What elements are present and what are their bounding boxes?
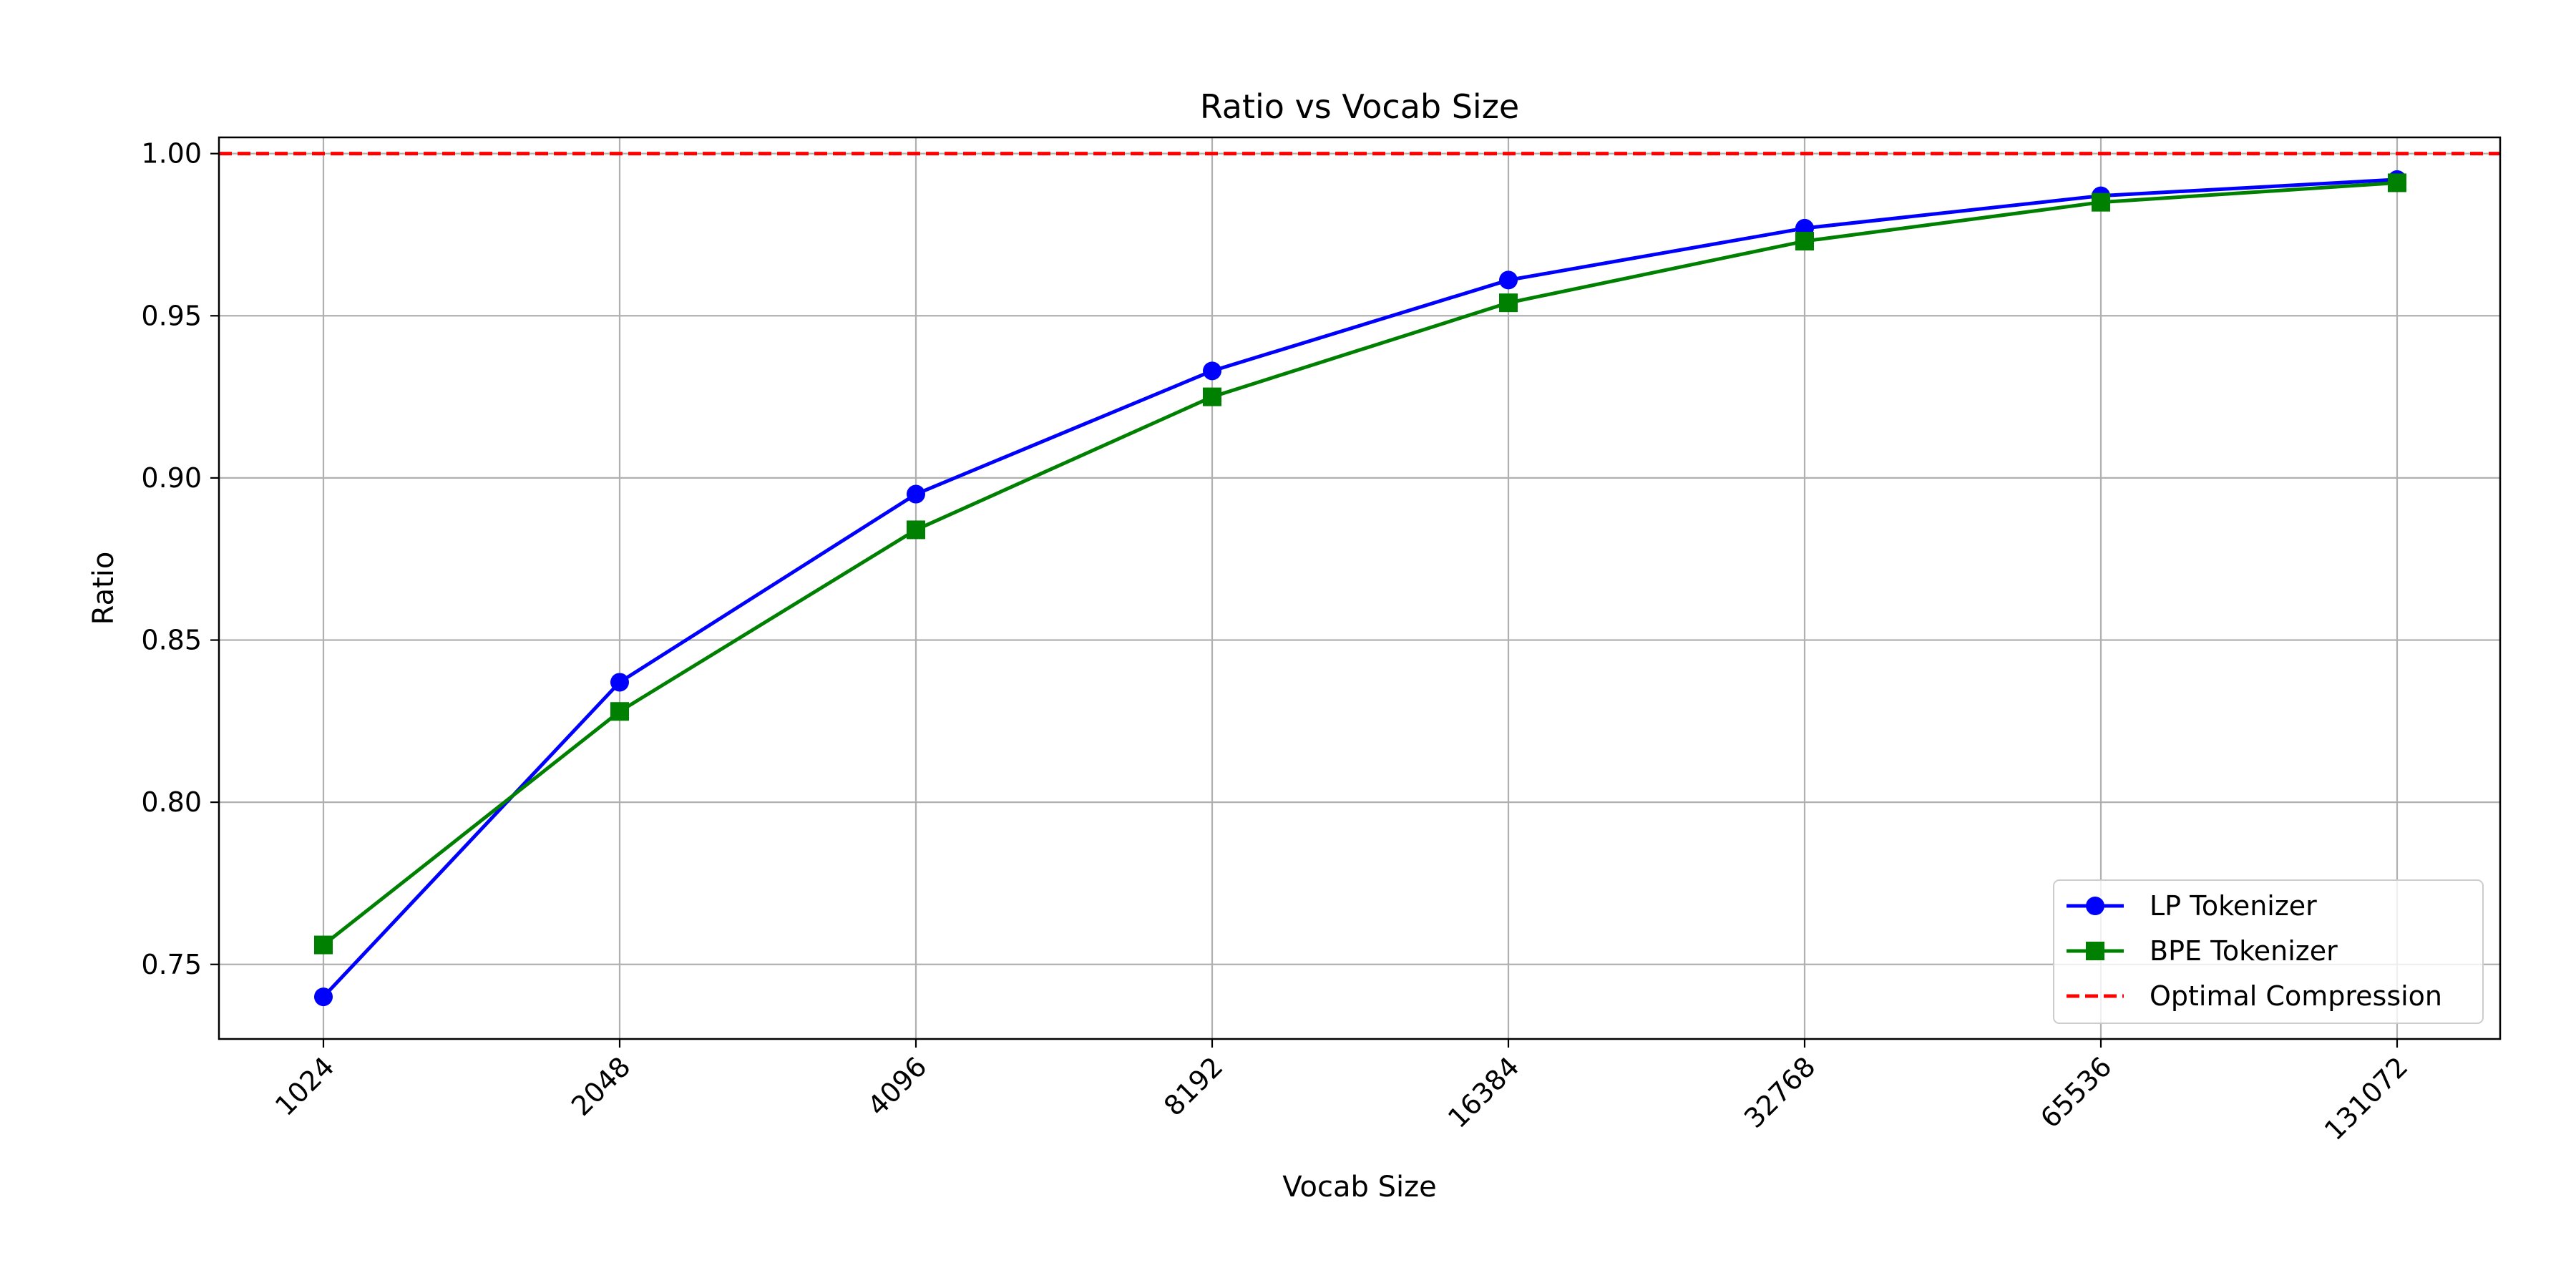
legend-label-bpe-tokenizer: BPE Tokenizer (2150, 935, 2338, 967)
lp-tokenizer-point (610, 673, 629, 692)
y-tick-label: 0.80 (141, 786, 202, 818)
legend-box (2053, 879, 2484, 1024)
bpe-tokenizer-point (1499, 293, 1518, 313)
y-tick-label: 0.75 (141, 949, 202, 980)
y-tick-label: 0.90 (141, 462, 202, 494)
lp-tokenizer-point (1499, 270, 1518, 290)
legend-label-optimal-compression: Optimal Compression (2150, 980, 2442, 1012)
lp-tokenizer-point (314, 987, 333, 1007)
bpe-tokenizer-point (1795, 232, 1814, 251)
bpe-tokenizer-line (322, 180, 2398, 947)
bpe-tokenizer-point (314, 935, 333, 955)
y-tick-label: 0.95 (141, 300, 202, 331)
legend-marker-lp-tokenizer (2086, 897, 2104, 915)
bpe-tokenizer-point (610, 702, 629, 721)
y-axis-label: Ratio (87, 552, 120, 625)
y-axis-ticks: 0.75 0.80 0.85 0.90 0.95 1.00 (141, 138, 219, 980)
bpe-tokenizer-point (907, 520, 925, 540)
lp-tokenizer-point (1203, 361, 1221, 381)
x-axis-label: Vocab Size (1282, 1171, 1436, 1204)
lp-tokenizer-point (907, 484, 925, 504)
bpe-tokenizer-point (2388, 173, 2406, 192)
series (314, 170, 2406, 1007)
y-tick-label: 1.00 (141, 138, 202, 170)
bpe-tokenizer-point (2092, 192, 2110, 212)
plot-frame (218, 136, 2502, 1040)
chart-title: Ratio vs Vocab Size (1200, 87, 1519, 126)
legend-marker-bpe-tokenizer (2086, 942, 2104, 960)
bpe-tokenizer-point (1203, 387, 1221, 406)
legend: LP Tokenizer BPE Tokenizer Optimal Compres… (2053, 879, 2484, 1024)
lp-tokenizer-line (322, 177, 2398, 998)
legend-label-lp-tokenizer: LP Tokenizer (2150, 890, 2317, 922)
y-tick-label: 0.85 (141, 625, 202, 656)
